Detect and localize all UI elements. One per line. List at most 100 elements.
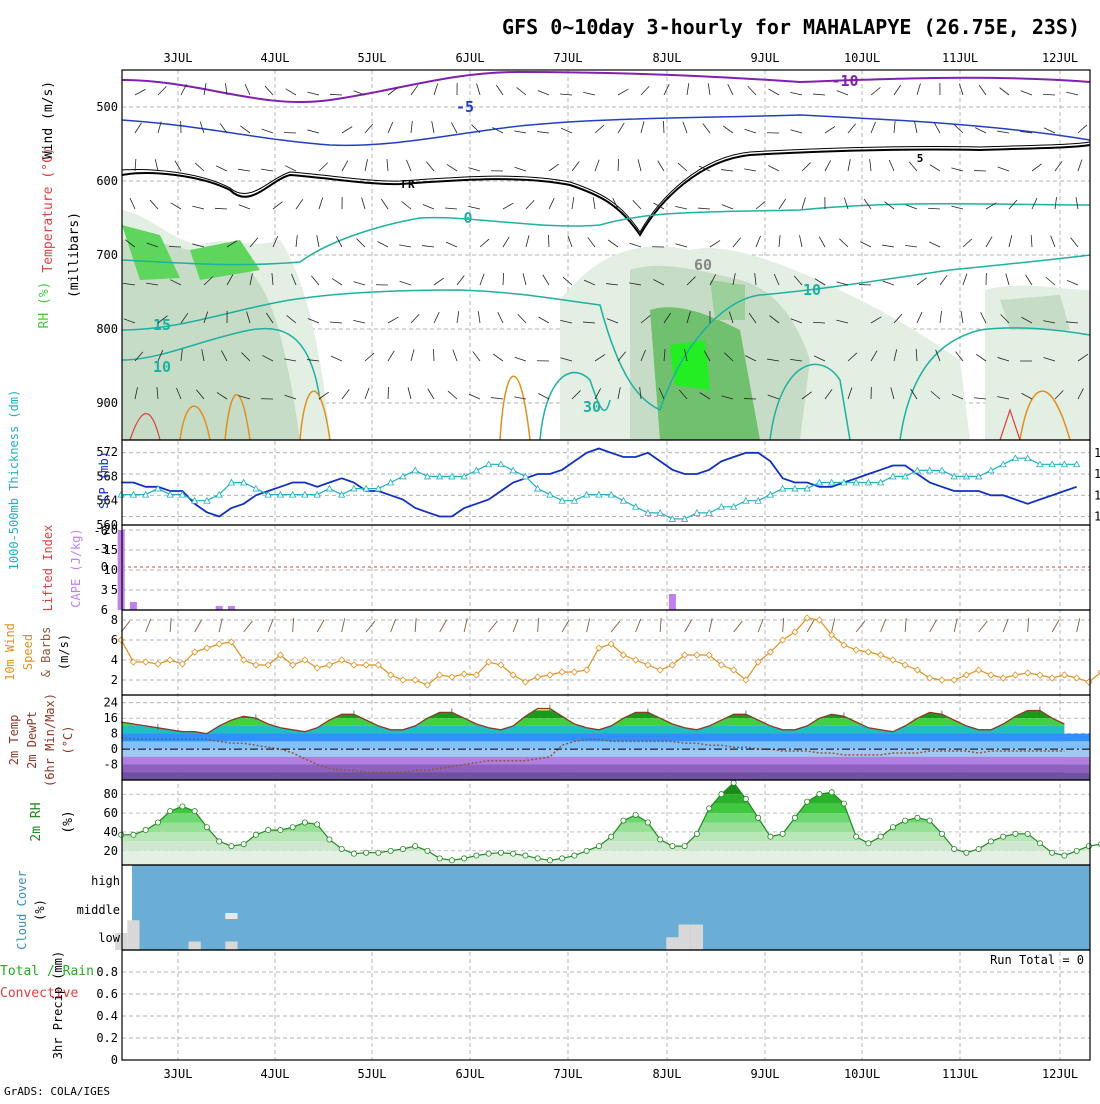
rh-tick-label: 80: [104, 787, 118, 801]
date-label-bottom: 12JUL: [1042, 1067, 1078, 1081]
rh-point: [229, 844, 234, 849]
rh-point: [1037, 841, 1042, 846]
rh-point: [155, 820, 160, 825]
rh-point: [682, 844, 687, 849]
rh-point: [572, 853, 577, 858]
rh-point: [388, 848, 393, 853]
li-tick-label: 0: [101, 560, 108, 574]
date-label-top: 10JUL: [844, 51, 880, 65]
rh-point: [903, 818, 908, 823]
rh-point: [339, 846, 344, 851]
date-label-top: 12JUL: [1042, 51, 1078, 65]
wind-axis-label: & Barbs: [39, 627, 53, 678]
rh-point: [290, 825, 295, 830]
rh-point: [1025, 831, 1030, 836]
rh-point: [315, 822, 320, 827]
rh-point: [241, 842, 246, 847]
rh-band: [122, 851, 1090, 865]
cape-bar: [130, 602, 137, 610]
date-label-bottom: 11JUL: [942, 1067, 978, 1081]
rh-point: [560, 856, 565, 861]
rh-point: [927, 818, 932, 823]
rh-point: [474, 853, 479, 858]
rh-point: [217, 839, 222, 844]
contour-label: -10: [831, 72, 858, 90]
date-label-bottom: 7JUL: [554, 1067, 583, 1081]
upper-rh-label: RH (%): [37, 282, 52, 329]
cloud-row-label: high: [91, 874, 120, 888]
low-cloud-bar: [691, 925, 703, 951]
precip-tick-label: 0.6: [96, 987, 118, 1001]
chart-title: GFS 0~10day 3-hourly for MAHALAPYE (26.7…: [502, 15, 1080, 39]
rh-point: [327, 837, 332, 842]
rh-point: [952, 846, 957, 851]
rh-point: [351, 851, 356, 856]
rh-point: [939, 831, 944, 836]
temp-band-low: [122, 741, 1090, 749]
date-label-bottom: 4JUL: [261, 1067, 290, 1081]
low-cloud-bar: [666, 937, 678, 950]
rh-point: [878, 834, 883, 839]
rh-point: [915, 815, 920, 820]
low-cloud-bar: [225, 942, 237, 951]
rh-point: [841, 801, 846, 806]
rh-tick-label: 20: [104, 844, 118, 858]
pressure-tick-label: 900: [96, 396, 118, 410]
contour-label: 60: [694, 256, 712, 274]
precip-tick-label: 0: [111, 1053, 118, 1067]
date-label-bottom: 10JUL: [844, 1067, 880, 1081]
rh-point: [376, 850, 381, 855]
rh-tick-label: 40: [104, 825, 118, 839]
rh-point: [805, 799, 810, 804]
rh-point: [266, 827, 271, 832]
rh-point: [119, 832, 124, 837]
pressure-tick-label: 600: [96, 174, 118, 188]
rh-point: [707, 806, 712, 811]
date-label-bottom: 6JUL: [456, 1067, 485, 1081]
rh-point: [633, 812, 638, 817]
rh-point: [743, 796, 748, 801]
temp-axis-label: (°C): [61, 726, 75, 755]
temp-band-low: [122, 772, 1090, 780]
footer-credit: GrADS: COLA/IGES: [4, 1085, 110, 1098]
upper-temp-label: Temperature (°C): [41, 147, 56, 272]
rh-point: [792, 815, 797, 820]
date-label-top: 11JUL: [942, 51, 978, 65]
contour-label: 5: [917, 152, 924, 165]
pressure-tick-label: 500: [96, 100, 118, 114]
date-label-bottom: 9JUL: [751, 1067, 780, 1081]
rh-point: [731, 780, 736, 785]
wind-axis-label: (m/s): [57, 634, 71, 670]
temp-tick-label: 8: [111, 727, 118, 741]
cape-bar: [118, 530, 125, 610]
rh-point: [964, 850, 969, 855]
rh-point: [817, 792, 822, 797]
rh-point: [780, 831, 785, 836]
cape-tick-label: 5: [111, 583, 118, 597]
rh-point: [547, 858, 552, 863]
rh-point: [364, 850, 369, 855]
li-tick-label: -6: [94, 524, 108, 538]
date-label-top: 8JUL: [653, 51, 682, 65]
rh-point: [1074, 848, 1079, 853]
contour-label: FR: [401, 178, 415, 191]
rh2m-unit-label: (%): [61, 810, 76, 833]
temp-tick-label: 16: [104, 711, 118, 725]
contour-label: 15: [153, 316, 171, 334]
rh-point: [621, 818, 626, 823]
li-tick-label: -3: [94, 542, 108, 556]
li-tick-label: 6: [101, 603, 108, 617]
rh-point: [670, 844, 675, 849]
date-label-top: 5JUL: [358, 51, 387, 65]
li-axis-label: Lifted Index: [41, 525, 55, 612]
rh-point: [756, 815, 761, 820]
rh-point: [180, 804, 185, 809]
temp-tick-label: -8: [104, 758, 118, 772]
pressure-tick-label: 700: [96, 248, 118, 262]
rh-point: [486, 851, 491, 856]
contour-label: -5: [456, 98, 474, 116]
cloud-cover-panel: [115, 865, 1090, 950]
rh-band: [122, 841, 1090, 850]
